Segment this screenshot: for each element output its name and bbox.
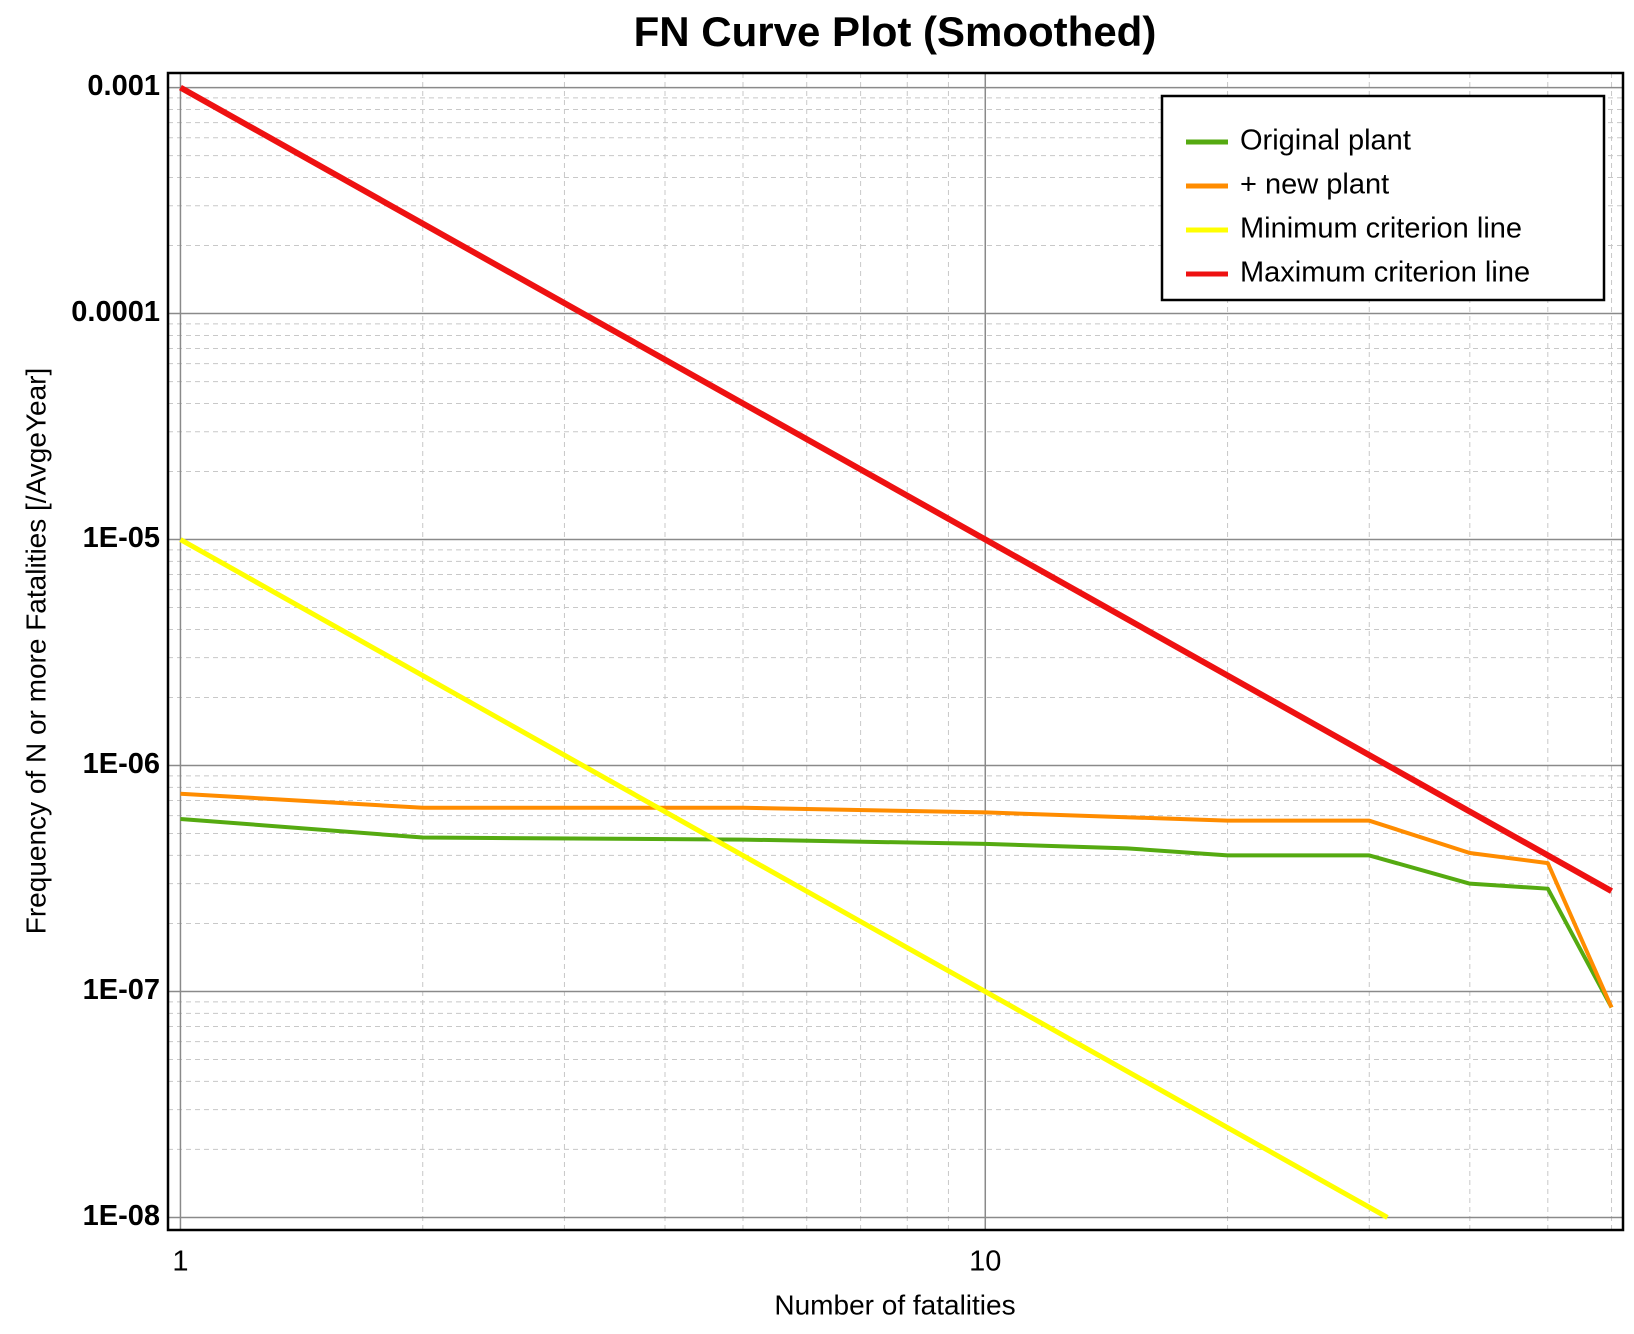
y-tick-label: 1E-05 [83, 522, 160, 554]
legend-box [1160, 94, 1606, 302]
series-line [180, 816, 1614, 1009]
legend-label: + new plant [1240, 169, 1389, 201]
x-axis-label: Number of fatalities [774, 1289, 1015, 1320]
legend-label: Original plant [1240, 125, 1411, 157]
plot-frame [166, 71, 1625, 1232]
series-line [178, 84, 1614, 894]
legend-label: Maximum criterion line [1240, 257, 1530, 289]
y-axis-label: Frequency of N or more Fatalities [/Avge… [20, 368, 51, 935]
x-tick-label: 10 [969, 1246, 1001, 1278]
legend-label: Minimum criterion line [1240, 213, 1522, 245]
y-tick-label: 0.0001 [71, 296, 160, 328]
y-tick-label: 0.001 [87, 70, 160, 102]
y-tick-label: 1E-08 [83, 1200, 160, 1232]
chart-title: FN Curve Plot (Smoothed) [634, 8, 1157, 55]
y-tick-label: 1E-07 [83, 974, 160, 1006]
x-tick-label: 1 [172, 1246, 188, 1278]
y-tick-label: 1E-06 [83, 748, 160, 780]
series-line [180, 791, 1614, 1009]
series-line [179, 537, 1389, 1220]
